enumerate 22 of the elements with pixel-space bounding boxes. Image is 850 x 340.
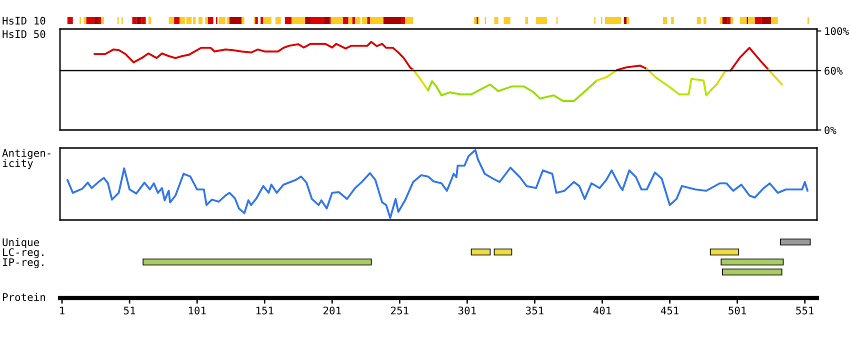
y-tick-label: IP-reg. [3, 258, 44, 268]
x-tick-label: 251 [391, 306, 408, 314]
x-axis-title: Protein [3, 292, 45, 302]
x-tick-label: 401 [593, 306, 611, 314]
x-tick-label: 551 [796, 306, 814, 314]
x-tick-label: 301 [458, 306, 476, 314]
x-tick-label: 1 [60, 306, 64, 314]
y-tick-label: LC-reg. [3, 248, 44, 258]
y-tick-label: 100% [825, 27, 849, 36]
x-tick-label: 101 [188, 306, 206, 314]
x-tick-label: 501 [728, 306, 746, 314]
y-tick-label: HsID 10 [2, 16, 46, 25]
y-tick-label: 0% [824, 126, 836, 134]
y-axis-title: Antigen- icity [2, 148, 50, 170]
y-tick-label: Unique [2, 238, 40, 248]
x-tick-label: 451 [660, 306, 678, 314]
y-tick-label: 60% [824, 66, 843, 75]
x-tick-label: 201 [324, 306, 341, 314]
x-tick-label: 51 [124, 306, 136, 314]
y-axis-title: HsID 50 [2, 30, 46, 38]
x-tick-label: 151 [256, 306, 274, 314]
x-tick-label: 351 [526, 306, 544, 314]
